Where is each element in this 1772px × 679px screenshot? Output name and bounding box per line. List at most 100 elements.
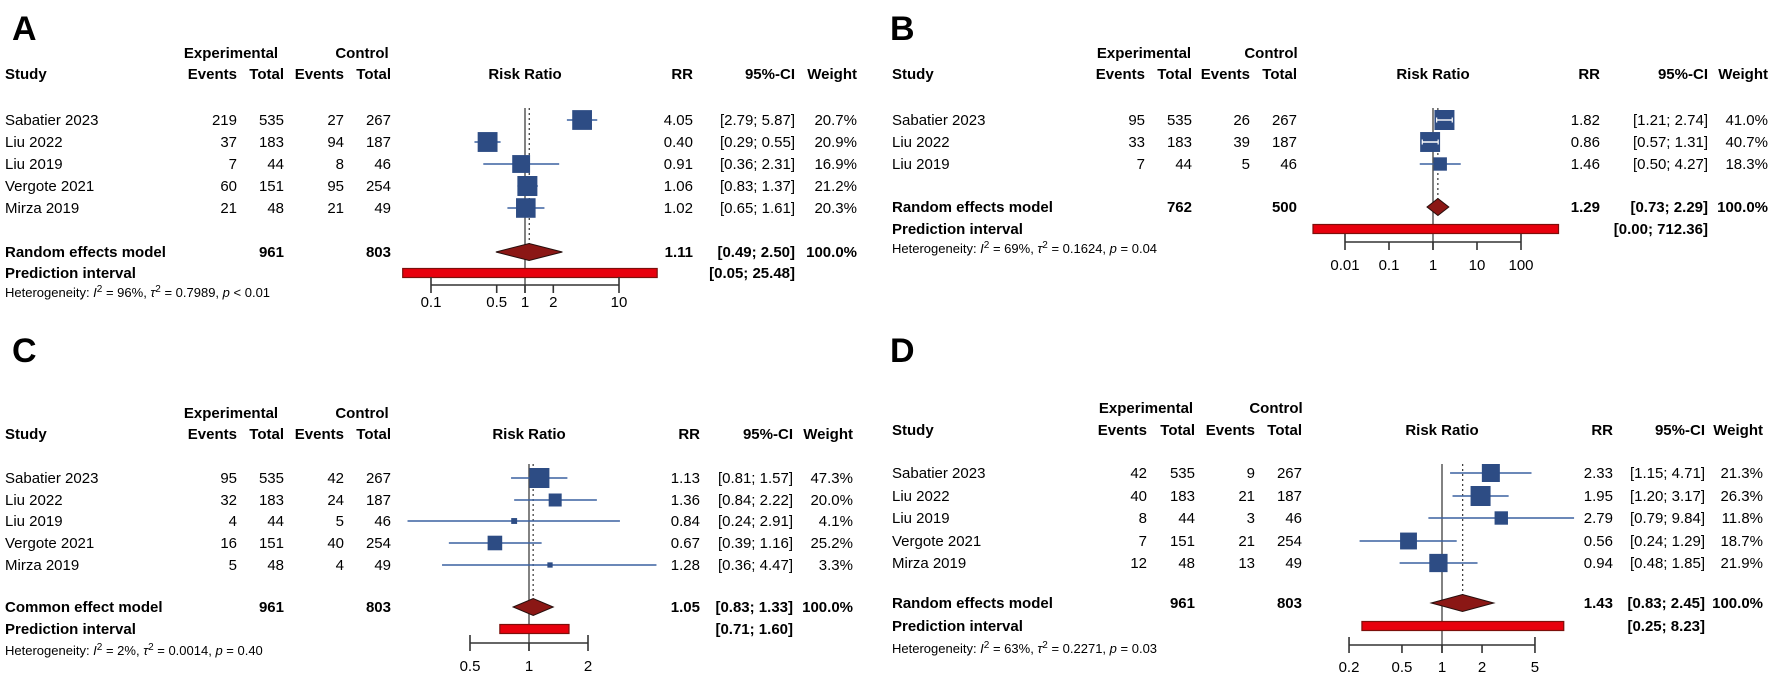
header-ctrl-events: Events <box>1201 66 1250 83</box>
header-ci: 95%-CI <box>1658 66 1708 83</box>
summary-ci-value: [0.49; 2.50] <box>717 244 795 261</box>
header-ctrl-total: Total <box>1262 66 1297 83</box>
ctrl-total-value: 49 <box>374 557 391 574</box>
summary-exp-total: 762 <box>1167 199 1192 216</box>
summary-rr-value: 1.29 <box>1571 199 1600 216</box>
axis-tick-label: 2 <box>1478 659 1486 676</box>
summary-model-label: Random effects model <box>892 199 1053 216</box>
ci-value: [1.20; 3.17] <box>1630 488 1705 505</box>
rr-value: 1.82 <box>1571 112 1600 129</box>
header-control: Control <box>1244 45 1297 62</box>
header-ci: 95%-CI <box>1655 422 1705 439</box>
forest-square <box>517 176 538 196</box>
ctrl-total-value: 49 <box>374 200 391 217</box>
study-name: Liu 2022 <box>892 134 950 151</box>
study-name: Liu 2022 <box>892 488 950 505</box>
ctrl-events-value: 95 <box>327 178 344 195</box>
summary-diamond <box>495 242 563 262</box>
ci-value: [2.79; 5.87] <box>720 112 795 129</box>
header-experimental: Experimental <box>1099 400 1193 417</box>
forest-square <box>547 562 553 568</box>
ctrl-total-value: 187 <box>366 134 391 151</box>
forest-square <box>1470 486 1491 506</box>
panel-label-a: A <box>12 10 37 48</box>
exp-total-value: 48 <box>267 557 284 574</box>
weight-value: 26.3% <box>1720 488 1763 505</box>
study-name: Vergote 2021 <box>5 535 94 552</box>
axis-tick-label: 1 <box>525 658 533 675</box>
ctrl-events-value: 3 <box>1247 510 1255 527</box>
exp-events-value: 42 <box>1130 465 1147 482</box>
study-name: Liu 2019 <box>5 513 63 530</box>
exp-total-value: 44 <box>1178 510 1195 527</box>
ctrl-total-value: 267 <box>366 112 391 129</box>
forest-square <box>1481 464 1500 482</box>
ci-value: [0.48; 1.85] <box>1630 555 1705 572</box>
exp-total-value: 535 <box>259 470 284 487</box>
weight-value: 25.2% <box>810 535 853 552</box>
ci-value: [0.24; 2.91] <box>718 513 793 530</box>
prediction-ci-value: [0.05; 25.48] <box>709 265 795 282</box>
forest-square <box>1433 157 1447 171</box>
ctrl-total-value: 254 <box>1277 533 1302 550</box>
weight-value: 11.8% <box>1722 510 1763 527</box>
ci-value: [0.83; 1.37] <box>720 178 795 195</box>
summary-weight-value: 100.0% <box>802 599 853 616</box>
exp-events-value: 7 <box>229 156 237 173</box>
prediction-interval-bar <box>1361 620 1565 632</box>
weight-value: 3.3% <box>819 557 853 574</box>
ctrl-total-value: 187 <box>1277 488 1302 505</box>
heterogeneity-text: Heterogeneity: I2 = 2%, τ2 = 0.0014, p =… <box>5 642 263 658</box>
exp-total-value: 535 <box>259 112 284 129</box>
exp-total-value: 151 <box>1170 533 1195 550</box>
axis-tick-label: 5 <box>1531 659 1539 676</box>
rr-value: 0.94 <box>1584 555 1613 572</box>
ci-value: [1.21; 2.74] <box>1633 112 1708 129</box>
weight-value: 21.9% <box>1720 555 1763 572</box>
header-ctrl-events: Events <box>295 426 344 443</box>
prediction-ci-value: [0.71; 1.60] <box>715 621 793 638</box>
study-name: Mirza 2019 <box>892 555 966 572</box>
ctrl-events-value: 5 <box>1242 156 1250 173</box>
rr-value: 1.02 <box>664 200 693 217</box>
prediction-interval-bar <box>499 623 570 635</box>
rr-value: 0.56 <box>1584 533 1613 550</box>
header-control: Control <box>1249 400 1302 417</box>
header-experimental: Experimental <box>184 405 278 422</box>
exp-total-value: 535 <box>1167 112 1192 129</box>
ctrl-events-value: 5 <box>336 513 344 530</box>
rr-value: 1.06 <box>664 178 693 195</box>
rr-value: 0.40 <box>664 134 693 151</box>
ci-value: [0.84; 2.22] <box>718 492 793 509</box>
summary-rr-value: 1.43 <box>1584 595 1613 612</box>
forest-square <box>548 493 562 507</box>
ci-value: [0.39; 1.16] <box>718 535 793 552</box>
ctrl-events-value: 40 <box>327 535 344 552</box>
axis-tick-label: 0.5 <box>1392 659 1413 676</box>
header-weight: Weight <box>1718 66 1768 83</box>
axis-tick-label: 0.5 <box>460 658 481 675</box>
exp-total-value: 48 <box>1178 555 1195 572</box>
exp-total-value: 183 <box>259 492 284 509</box>
study-name: Vergote 2021 <box>892 533 981 550</box>
weight-value: 4.1% <box>819 513 853 530</box>
forest-square <box>1429 553 1448 573</box>
weight-value: 20.7% <box>814 112 857 129</box>
ci-value: [0.36; 2.31] <box>720 156 795 173</box>
exp-total-value: 48 <box>267 200 284 217</box>
summary-ci-value: [0.83; 2.45] <box>1627 595 1705 612</box>
forest-square <box>487 535 503 551</box>
exp-events-value: 60 <box>220 178 237 195</box>
ctrl-events-value: 4 <box>336 557 344 574</box>
summary-ctrl-total: 500 <box>1272 199 1297 216</box>
header-exp-events: Events <box>188 66 237 83</box>
ctrl-total-value: 46 <box>374 156 391 173</box>
study-name: Sabatier 2023 <box>5 112 98 129</box>
ctrl-events-value: 13 <box>1238 555 1255 572</box>
header-risk-ratio: Risk Ratio <box>492 426 565 443</box>
summary-ci-value: [0.73; 2.29] <box>1630 199 1708 216</box>
forest-square <box>529 468 550 488</box>
header-ctrl-total: Total <box>1267 422 1302 439</box>
header-exp-total: Total <box>1157 66 1192 83</box>
